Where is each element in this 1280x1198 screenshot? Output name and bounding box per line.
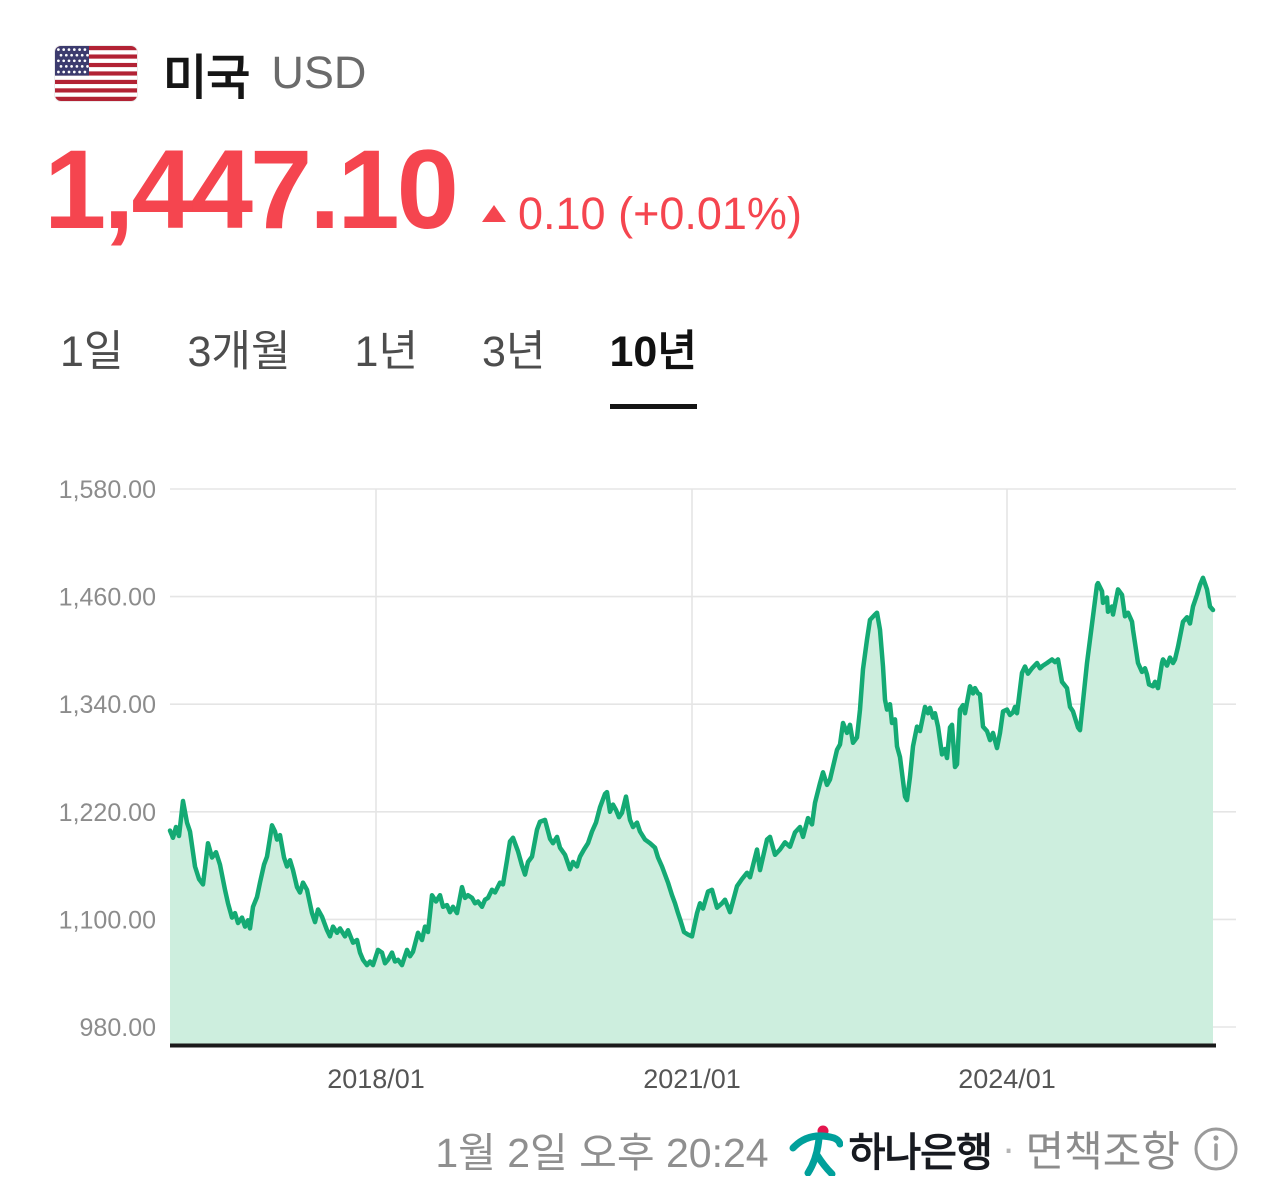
disclaimer-link[interactable]: 면책조항 [1025,1128,1180,1175]
footer: 1월 2일 오후 20:24 하나은행 · 면책조항 [0,1118,1240,1179]
exchange-rate-value: 1,447.10 [44,127,459,252]
series-line [167,575,1216,968]
y-axis-label: 1,460.00 [59,584,156,612]
us-flag-icon [55,45,137,101]
header: 미국 USD [55,38,366,108]
up-arrow-icon [481,205,506,222]
period-tabs: 1일 3개월 1년 3년 10년 [0,327,1280,409]
change-percent: (+0.01%) [618,188,802,239]
quote-timestamp: 1월 2일 오후 20:24 [435,1129,769,1176]
price-change: 0.10 (+0.01%) [481,191,802,236]
y-axis-label: 1,340.00 [59,691,156,719]
change-value: 0.10 [517,188,606,239]
change-amount: 0.10 (+0.01%) [518,191,802,236]
hana-bank-logo-icon [789,1125,843,1176]
tab-3years[interactable]: 3년 [482,328,546,376]
tab-10years[interactable]: 10년 [609,327,697,409]
x-axis-label: 2021/01 [643,1064,741,1094]
tabs-divider [48,409,1232,412]
country-name: 미국 [163,52,250,105]
period-tabs-row: 1일 3개월 1년 3년 10년 [0,327,1280,413]
currency-code: USD [271,47,367,98]
x-axis-label: 2018/01 [327,1064,425,1094]
y-axis-label: 1,220.00 [59,799,156,827]
exchange-rate-chart[interactable]: 1,580.00 1,460.00 1,340.00 1,220.00 1,100.00… [0,440,1280,1130]
price-row: 1,447.10 0.10 (+0.01%) [44,134,802,246]
bank-name: 하나은행 [848,1130,993,1175]
y-axis-label: 1,100.00 [59,906,156,934]
tab-1day[interactable]: 1일 [60,328,124,376]
x-axis-label: 2024/01 [958,1064,1056,1094]
data-source: 하나은행 [789,1120,993,1178]
tab-1year[interactable]: 1년 [354,328,419,376]
separator-dot: · [1001,1125,1016,1171]
tab-3months[interactable]: 3개월 [187,328,291,376]
series-area-fill [170,577,1213,1046]
y-axis-label: 980.00 [80,1014,156,1042]
y-axis-label: 1,580.00 [59,476,156,504]
info-icon[interactable] [1192,1125,1240,1173]
